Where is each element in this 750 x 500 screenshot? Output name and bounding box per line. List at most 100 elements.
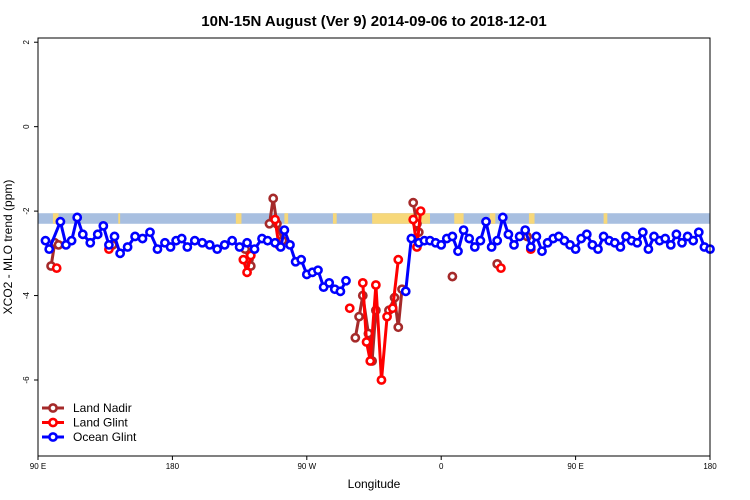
band-land-1 [118,213,121,224]
series-2-point [44,244,55,255]
series-2-point [581,229,592,240]
band-land-7 [489,213,496,224]
series-2-point [279,225,290,236]
series-2-point [92,229,103,240]
series-0-point [408,197,419,208]
series-2-point [313,265,323,276]
series-1-point [270,214,280,225]
series-layer [40,193,715,385]
series-2-point [242,237,252,248]
series-2-point [275,242,286,252]
series-1-point [51,263,62,274]
band-land-4 [332,213,337,224]
series-2-point [693,227,704,238]
series-2-point [632,237,643,248]
series-2-point [234,242,245,252]
band-land-8 [528,213,535,224]
series-2-point [122,242,133,252]
series-1-point [382,311,392,322]
band-land-9 [603,213,608,224]
series-2-point [324,277,335,288]
x-tick-label-3: 0 [439,462,444,471]
series-2-point [665,239,676,250]
y-axis-label: XCO2 - MLO trend (ppm) [1,180,15,315]
series-2-point [109,231,120,242]
series-1-point [408,214,419,225]
x-tick-label-1: 180 [166,462,180,471]
series-2-point [570,244,581,255]
series-0-point [53,239,64,250]
series-2-point [458,225,469,236]
series-2-point [115,248,126,259]
series-2-point [514,231,525,242]
series-2-point [503,229,514,240]
band-land-0 [52,213,59,224]
series-2-point [637,227,648,238]
series-1-point [415,206,426,217]
band-land-6 [454,213,464,224]
series-2-point [486,242,497,252]
series-2-point [464,233,475,244]
series-2-point [593,244,603,255]
series-2-point [453,246,463,257]
band-land-5 [372,213,430,224]
legend-marker-2 [48,432,58,442]
band-land-2 [235,213,242,224]
series-2-point [509,239,519,250]
series-2-point [296,254,307,265]
series-2-point [531,231,542,242]
series-2-point [615,242,626,252]
x-axis: 90 E 180 90 W 0 90 E 180 [30,456,717,471]
series-2-point [643,244,654,255]
series-2-point [227,235,238,246]
series-0-point [447,271,458,282]
series-2-point [492,235,503,246]
series-2-point [40,235,51,246]
series-2-point [677,237,687,248]
legend-label-2: Ocean Glint [73,430,137,444]
series-2-point [249,244,260,255]
series-2-point [262,235,273,246]
series-2-point [130,231,140,242]
chart-title: 10N-15N August (Ver 9) 2014-09-06 to 201… [201,13,546,30]
series-1-point [238,254,249,265]
series-2-point [85,237,96,248]
series-2-point [481,216,491,227]
y-tick-label-1: 0 [22,124,31,129]
data-coverage-band [38,213,710,224]
series-2-point [447,231,458,242]
series-1-point [370,280,381,290]
series-2-point [137,233,148,244]
series-2-point [469,242,480,252]
y-tick-label-2: -2 [22,207,31,215]
series-2-point [72,212,83,223]
series-2-point [475,235,486,246]
y-axis: 2 0 -2 -4 -6 [22,39,38,384]
series-2-point [77,229,88,240]
series-0-point [354,311,364,322]
series-2-point [400,286,411,297]
series-0-point [350,332,361,343]
series-1-point [376,375,387,385]
series-2 [40,212,715,297]
series-1-point [387,303,398,314]
series-2-point [66,235,77,246]
series-2-point [406,233,417,244]
series-2-point [165,242,176,252]
series-2-point [335,286,346,297]
series-1-point [357,277,368,288]
legend-marker-0 [48,403,58,413]
series-2-point [145,227,155,238]
y-tick-label-0: 2 [22,39,31,44]
series-1-point [344,303,355,314]
band-land-3 [284,213,289,224]
series-2-point [341,275,351,286]
series-2-point [104,239,114,250]
legend-label-0: Land Nadir [73,401,132,415]
series-2-point [436,239,447,250]
series-2-point [55,216,66,227]
series-2-point [219,239,230,250]
x-axis-label: Longitude [348,477,401,491]
series-2-point [525,242,536,252]
